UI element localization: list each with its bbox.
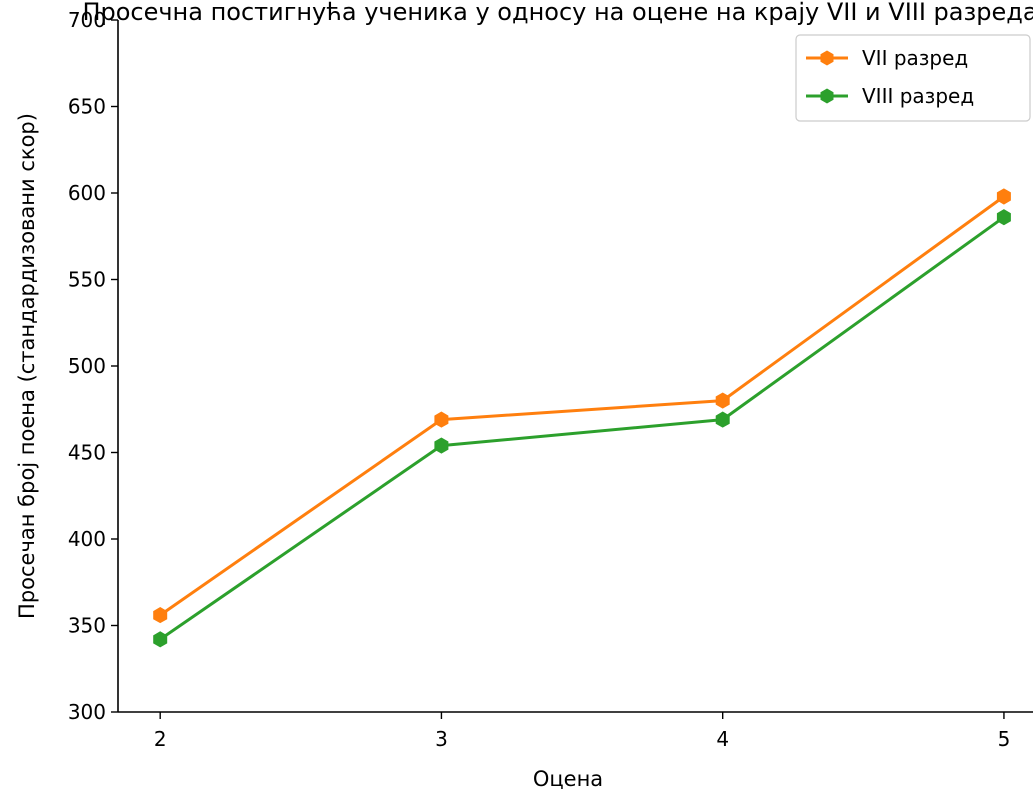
- ticks: 300 350 400 450 500 550 600 650 700 2 3 4 5: [68, 8, 1010, 751]
- legend-label-vii: VII разред: [862, 46, 968, 70]
- legend-marker-viii: [820, 88, 834, 104]
- plot-area: [153, 188, 1011, 648]
- data-point: [996, 188, 1011, 205]
- x-tick-label: 3: [435, 727, 448, 751]
- x-tick-label: 2: [154, 727, 167, 751]
- x-tick-label: 4: [716, 727, 729, 751]
- series-line-0: [159, 195, 1005, 617]
- y-tick-label: 300: [68, 700, 106, 724]
- data-point: [715, 411, 730, 428]
- x-axis-label: Оцена: [533, 767, 603, 791]
- chart-title: Просечна постигнућа ученика у односу на …: [82, 0, 1033, 26]
- x-tick-label: 5: [998, 727, 1011, 751]
- data-point: [153, 631, 168, 648]
- y-tick-label: 500: [68, 354, 106, 378]
- y-tick-label: 550: [68, 268, 106, 292]
- data-point: [434, 437, 449, 454]
- y-tick-label: 700: [68, 8, 106, 32]
- data-point: [715, 392, 730, 409]
- data-point: [434, 411, 449, 428]
- data-point: [153, 607, 168, 624]
- series-line-1: [159, 215, 1005, 641]
- legend-marker-vii: [820, 50, 834, 66]
- y-tick-label: 600: [68, 181, 106, 205]
- y-tick-label: 400: [68, 527, 106, 551]
- data-point: [996, 209, 1011, 226]
- y-tick-label: 350: [68, 614, 106, 638]
- y-tick-label: 650: [68, 95, 106, 119]
- y-axis-label: Просечан број поена (стандардизовани ско…: [15, 113, 39, 619]
- legend-label-viii: VIII разред: [862, 84, 974, 108]
- legend-box: [795, 34, 1031, 122]
- y-tick-label: 450: [68, 441, 106, 465]
- legend: VII разред VIII разред: [795, 34, 1031, 122]
